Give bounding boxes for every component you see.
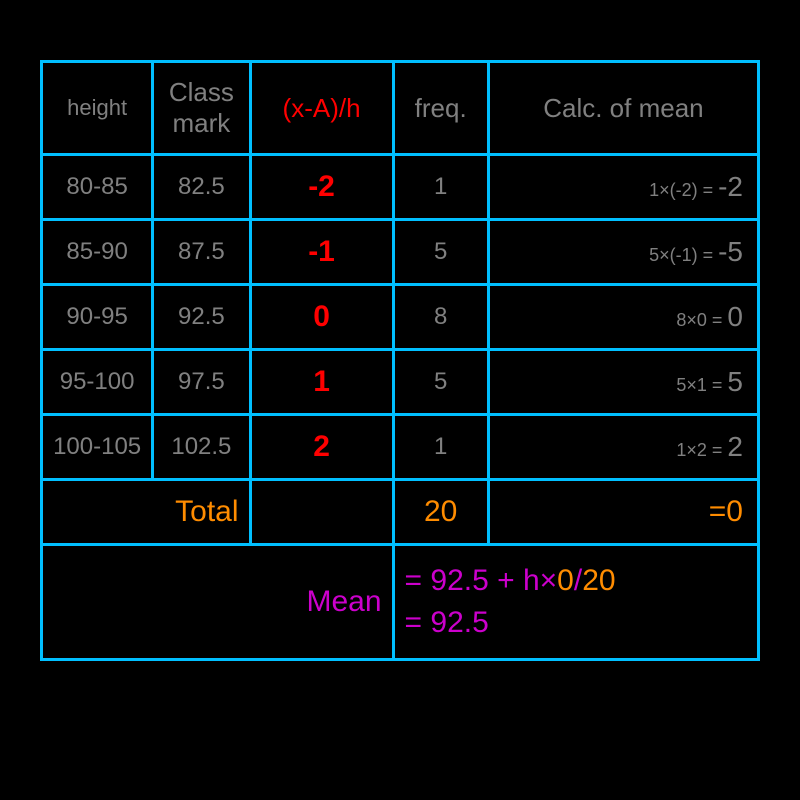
calc-result: -2 [718, 171, 743, 202]
table-container: height Class mark (x-A)/h freq. Calc. of… [0, 0, 800, 721]
cell-freq: 1 [393, 155, 488, 220]
header-row: height Class mark (x-A)/h freq. Calc. of… [42, 62, 759, 155]
cell-deviation: -2 [250, 155, 393, 220]
calc-result: 5 [727, 366, 743, 397]
cell-freq: 1 [393, 415, 488, 480]
cell-deviation: 2 [250, 415, 393, 480]
cell-height: 85-90 [42, 220, 153, 285]
table-row: 85-90 87.5 -1 5 5×(-1) = -5 [42, 220, 759, 285]
mean-part: / [574, 564, 582, 597]
cell-classmark: 92.5 [153, 285, 250, 350]
cell-classmark: 82.5 [153, 155, 250, 220]
total-label: Total [42, 480, 251, 545]
calc-expr: 5×1 = [676, 375, 727, 395]
total-sum: =0 [488, 480, 758, 545]
header-classmark: Class mark [153, 62, 250, 155]
cell-calc: 5×1 = 5 [488, 350, 758, 415]
header-calc: Calc. of mean [488, 62, 758, 155]
cell-calc: 5×(-1) = -5 [488, 220, 758, 285]
calc-expr: 1×(-2) = [649, 180, 718, 200]
mean-label: Mean [42, 545, 394, 660]
mean-calculation-table: height Class mark (x-A)/h freq. Calc. of… [40, 60, 760, 661]
cell-height: 100-105 [42, 415, 153, 480]
cell-calc: 1×(-2) = -2 [488, 155, 758, 220]
table-row: 100-105 102.5 2 1 1×2 = 2 [42, 415, 759, 480]
cell-deviation: 1 [250, 350, 393, 415]
mean-row: Mean = 92.5 + h×0/20 = 92.5 [42, 545, 759, 660]
cell-freq: 5 [393, 350, 488, 415]
calc-result: 2 [727, 431, 743, 462]
cell-deviation: 0 [250, 285, 393, 350]
cell-freq: 8 [393, 285, 488, 350]
cell-classmark: 87.5 [153, 220, 250, 285]
total-freq: 20 [393, 480, 488, 545]
header-freq: freq. [393, 62, 488, 155]
calc-expr: 1×2 = [676, 440, 727, 460]
cell-height: 80-85 [42, 155, 153, 220]
header-deviation: (x-A)/h [250, 62, 393, 155]
cell-classmark: 102.5 [153, 415, 250, 480]
total-empty [250, 480, 393, 545]
cell-height: 90-95 [42, 285, 153, 350]
cell-calc: 8×0 = 0 [488, 285, 758, 350]
cell-deviation: -1 [250, 220, 393, 285]
cell-freq: 5 [393, 220, 488, 285]
mean-calc: = 92.5 + h×0/20 = 92.5 [393, 545, 758, 660]
table-row: 90-95 92.5 0 8 8×0 = 0 [42, 285, 759, 350]
mean-result: = 92.5 [405, 606, 489, 639]
calc-result: 0 [727, 301, 743, 332]
table-row: 80-85 82.5 -2 1 1×(-2) = -2 [42, 155, 759, 220]
calc-result: -5 [718, 236, 743, 267]
cell-height: 95-100 [42, 350, 153, 415]
calc-expr: 5×(-1) = [649, 245, 718, 265]
mean-part-orange: 0 [557, 564, 574, 597]
header-height: height [42, 62, 153, 155]
table-row: 95-100 97.5 1 5 5×1 = 5 [42, 350, 759, 415]
mean-part: = 92.5 + h× [405, 564, 558, 597]
total-row: Total 20 =0 [42, 480, 759, 545]
calc-expr: 8×0 = [676, 310, 727, 330]
cell-classmark: 97.5 [153, 350, 250, 415]
cell-calc: 1×2 = 2 [488, 415, 758, 480]
mean-part-orange: 20 [582, 564, 615, 597]
